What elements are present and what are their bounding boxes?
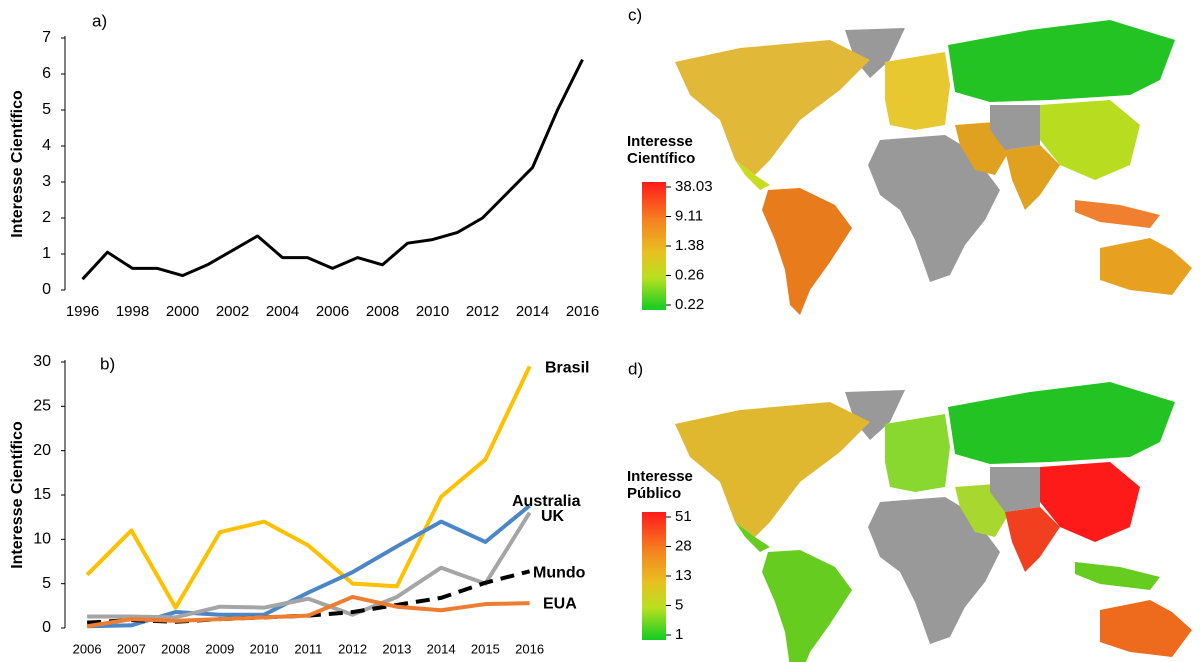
x-tick-label: 2008 <box>161 641 190 656</box>
legend-label: 38.03 <box>675 178 713 195</box>
y-tick-label: 10 <box>33 531 51 548</box>
y-tick-label: 20 <box>33 442 51 459</box>
y-tick-label: 25 <box>33 398 51 415</box>
y-axis-label: Interesse Científico <box>9 421 26 569</box>
annotation: c) <box>628 5 642 24</box>
x-tick-label: 2010 <box>416 303 449 320</box>
y-tick-label: 15 <box>33 486 51 503</box>
x-tick-label: 2006 <box>316 303 349 320</box>
legend-label: 9.11 <box>675 207 703 224</box>
legend-label: 5 <box>675 596 683 613</box>
y-tick-label: 2 <box>42 209 51 226</box>
y-tick-label: 7 <box>42 29 51 46</box>
x-tick-label: 2015 <box>471 641 500 656</box>
annotation: a) <box>92 11 107 30</box>
legend-label: 1.38 <box>675 237 704 254</box>
x-tick-label: 2010 <box>250 641 279 656</box>
y-tick-label: 30 <box>33 353 51 370</box>
series-line <box>81 58 584 281</box>
y-tick-label: 0 <box>42 619 51 636</box>
legend-label: 51 <box>675 508 692 525</box>
series-label: Australia <box>512 493 581 510</box>
x-tick-label: 2012 <box>466 303 499 320</box>
map-c <box>675 20 1192 315</box>
series-line <box>87 511 532 620</box>
legend-label: 1 <box>675 626 683 643</box>
x-tick-label: 2016 <box>566 303 599 320</box>
legend-label: 0.26 <box>675 266 704 283</box>
annotation: d) <box>628 359 643 378</box>
y-tick-label: 5 <box>42 575 51 592</box>
y-tick-label: 6 <box>42 65 51 82</box>
x-tick-label: 2008 <box>366 303 399 320</box>
series-line <box>85 365 532 610</box>
y-tick-label: 4 <box>42 137 51 154</box>
x-tick-label: 2014 <box>427 641 456 656</box>
x-tick-label: 2014 <box>516 303 549 320</box>
legend-gradient <box>642 182 666 310</box>
x-tick-label: 2007 <box>117 641 146 656</box>
x-tick-label: 2009 <box>205 641 234 656</box>
x-tick-label: 2013 <box>382 641 411 656</box>
y-tick-label: 1 <box>42 245 51 262</box>
legend-gradient <box>642 512 666 640</box>
y-axis-label: Interesse Científico <box>9 90 26 238</box>
legend-title: Interesse Científico <box>627 133 696 167</box>
legend-title: Interesse Público <box>627 468 693 502</box>
x-tick-label: 1998 <box>116 303 149 320</box>
series-label: Brasil <box>545 360 589 377</box>
x-tick-label: 2002 <box>216 303 249 320</box>
x-tick-label: 2004 <box>266 303 299 320</box>
y-tick-label: 3 <box>42 173 51 190</box>
x-tick-label: 2011 <box>294 641 322 656</box>
series-line <box>86 594 530 629</box>
legend-label: 0.22 <box>675 296 704 313</box>
x-tick-label: 1996 <box>66 303 99 320</box>
annotation: b) <box>100 354 115 373</box>
x-tick-label: 2016 <box>515 641 544 656</box>
map-d <box>675 382 1192 662</box>
x-tick-label: 2000 <box>166 303 199 320</box>
series-label: Mundo <box>533 564 586 581</box>
y-tick-label: 5 <box>42 101 51 118</box>
x-tick-label: 2006 <box>73 641 102 656</box>
y-tick-label: 0 <box>42 281 51 298</box>
series-label: UK <box>541 508 565 525</box>
legend-label: 13 <box>675 567 692 584</box>
legend-label: 28 <box>675 537 692 554</box>
series-label: EUA <box>543 595 577 612</box>
x-tick-label: 2012 <box>338 641 367 656</box>
